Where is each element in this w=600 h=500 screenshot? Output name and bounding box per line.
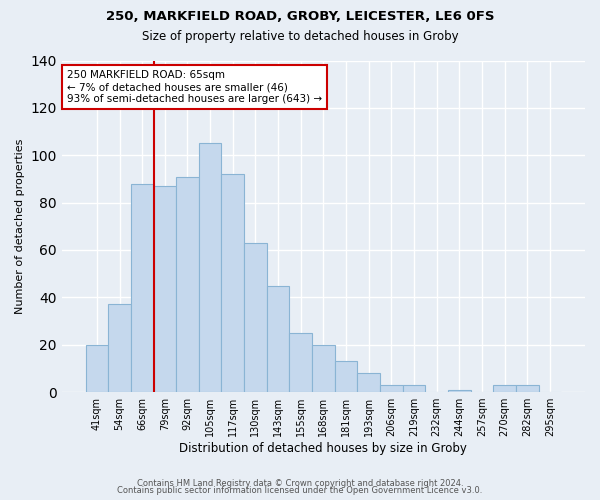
Bar: [154, 186, 176, 392]
Bar: [403, 385, 425, 392]
Bar: [221, 174, 244, 392]
Bar: [335, 362, 358, 392]
Bar: [176, 176, 199, 392]
Bar: [86, 344, 108, 392]
Bar: [448, 390, 470, 392]
X-axis label: Distribution of detached houses by size in Groby: Distribution of detached houses by size …: [179, 442, 467, 455]
Bar: [380, 385, 403, 392]
Text: 250 MARKFIELD ROAD: 65sqm
← 7% of detached houses are smaller (46)
93% of semi-d: 250 MARKFIELD ROAD: 65sqm ← 7% of detach…: [67, 70, 322, 104]
Bar: [358, 373, 380, 392]
Text: Size of property relative to detached houses in Groby: Size of property relative to detached ho…: [142, 30, 458, 43]
Bar: [289, 333, 312, 392]
Text: Contains HM Land Registry data © Crown copyright and database right 2024.: Contains HM Land Registry data © Crown c…: [137, 478, 463, 488]
Bar: [244, 243, 267, 392]
Bar: [199, 144, 221, 392]
Y-axis label: Number of detached properties: Number of detached properties: [15, 138, 25, 314]
Text: 250, MARKFIELD ROAD, GROBY, LEICESTER, LE6 0FS: 250, MARKFIELD ROAD, GROBY, LEICESTER, L…: [106, 10, 494, 23]
Bar: [312, 344, 335, 392]
Bar: [493, 385, 516, 392]
Bar: [131, 184, 154, 392]
Text: Contains public sector information licensed under the Open Government Licence v3: Contains public sector information licen…: [118, 486, 482, 495]
Bar: [267, 286, 289, 392]
Bar: [108, 304, 131, 392]
Bar: [516, 385, 539, 392]
